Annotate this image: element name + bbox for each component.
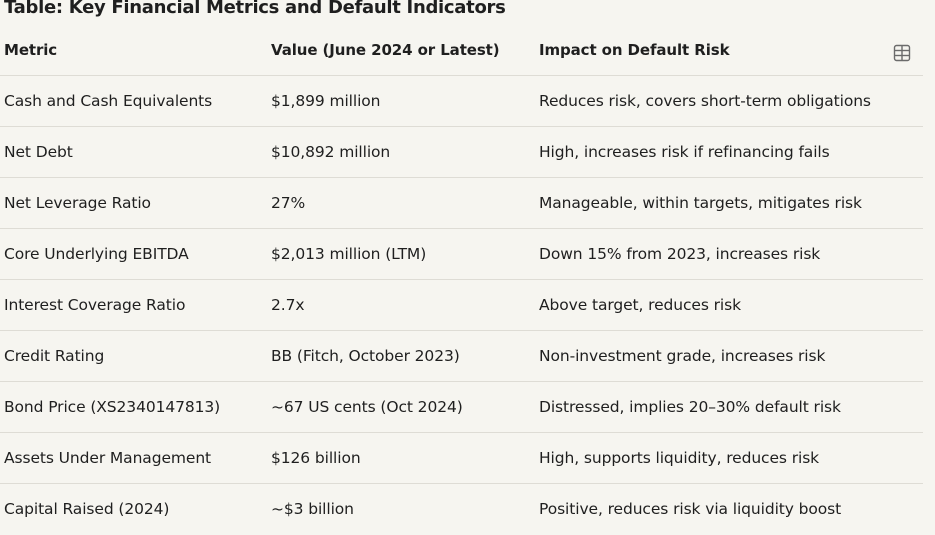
value-cell: $126 billion — [271, 449, 361, 467]
value-cell: $10,892 million — [271, 143, 391, 161]
impact-cell: Reduces risk, covers short-term obligati… — [539, 92, 871, 110]
table-title: Table: Key Financial Metrics and Default… — [4, 0, 506, 18]
table-row: Credit Rating BB (Fitch, October 2023) N… — [0, 331, 923, 382]
impact-cell: High, supports liquidity, reduces risk — [539, 449, 820, 467]
table-row: Cash and Cash Equivalents $1,899 million… — [0, 76, 923, 127]
header-metric: Metric — [4, 41, 58, 59]
table-row: Assets Under Management $126 billion Hig… — [0, 433, 923, 484]
value-cell: ~$3 billion — [271, 500, 354, 518]
impact-cell: Positive, reduces risk via liquidity boo… — [539, 500, 842, 518]
metric-cell: Net Debt — [4, 143, 73, 161]
table-grid-icon[interactable] — [893, 44, 911, 62]
value-cell: BB (Fitch, October 2023) — [271, 347, 460, 365]
impact-cell: High, increases risk if refinancing fail… — [539, 143, 830, 161]
table-row: Net Leverage Ratio 27% Manageable, withi… — [0, 178, 923, 229]
impact-cell: Above target, reduces risk — [539, 296, 741, 314]
impact-cell: Down 15% from 2023, increases risk — [539, 245, 821, 263]
metric-cell: Cash and Cash Equivalents — [4, 92, 213, 110]
table-row: Core Underlying EBITDA $2,013 million (L… — [0, 229, 923, 280]
table-row: Capital Raised (2024) ~$3 billion Positi… — [0, 484, 923, 535]
metric-cell: Credit Rating — [4, 347, 105, 365]
header-impact: Impact on Default Risk — [539, 41, 730, 59]
metric-cell: Assets Under Management — [4, 449, 212, 467]
impact-cell: Non-investment grade, increases risk — [539, 347, 826, 365]
metric-cell: Bond Price (XS2340147813) — [4, 398, 221, 416]
metric-cell: Capital Raised (2024) — [4, 500, 170, 518]
table-row: Bond Price (XS2340147813) ~67 US cents (… — [0, 382, 923, 433]
metric-cell: Interest Coverage Ratio — [4, 296, 186, 314]
table-row: Net Debt $10,892 million High, increases… — [0, 127, 923, 178]
impact-cell: Manageable, within targets, mitigates ri… — [539, 194, 862, 212]
value-cell: ~67 US cents (Oct 2024) — [271, 398, 463, 416]
impact-cell: Distressed, implies 20–30% default risk — [539, 398, 841, 416]
value-cell: 2.7x — [271, 296, 305, 314]
metric-cell: Net Leverage Ratio — [4, 194, 151, 212]
table-row: Interest Coverage Ratio 2.7x Above targe… — [0, 280, 923, 331]
value-cell: $1,899 million — [271, 92, 381, 110]
value-cell: $2,013 million (LTM) — [271, 245, 427, 263]
value-cell: 27% — [271, 194, 306, 212]
financial-metrics-table: Metric Value (June 2024 or Latest) Impac… — [0, 25, 923, 535]
metric-cell: Core Underlying EBITDA — [4, 245, 189, 263]
table-header-row: Metric Value (June 2024 or Latest) Impac… — [0, 25, 923, 76]
header-value: Value (June 2024 or Latest) — [271, 41, 500, 59]
